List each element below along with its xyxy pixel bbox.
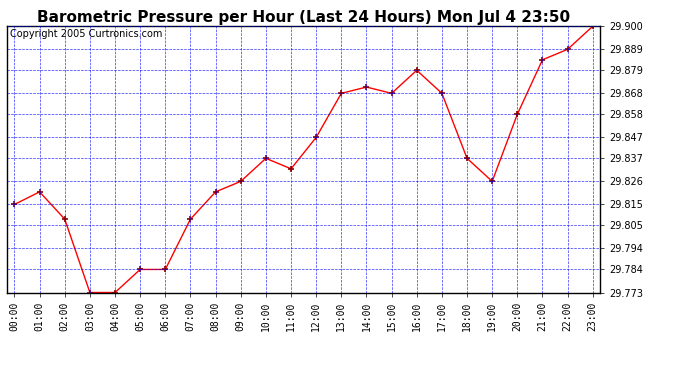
Text: Copyright 2005 Curtronics.com: Copyright 2005 Curtronics.com: [10, 29, 162, 39]
Title: Barometric Pressure per Hour (Last 24 Hours) Mon Jul 4 23:50: Barometric Pressure per Hour (Last 24 Ho…: [37, 10, 570, 25]
